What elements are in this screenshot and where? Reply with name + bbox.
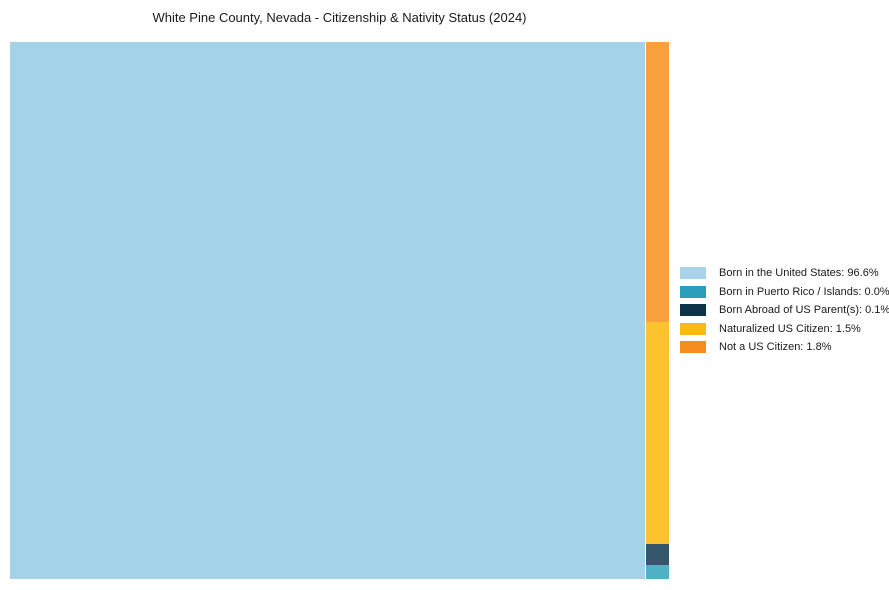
treemap-tile-born-in-us[interactable] [10, 42, 645, 579]
legend-item-naturalized[interactable]: Naturalized US Citizen: 1.5% [680, 322, 889, 335]
legend-item-born-abroad[interactable]: Born Abroad of US Parent(s): 0.1% [680, 304, 889, 316]
treemap-tile-born-abroad-of-us-parents[interactable] [646, 544, 669, 565]
treemap-plot-area [10, 42, 669, 579]
chart-legend: Born in the United States: 96.6% Born in… [680, 267, 889, 353]
treemap-tile-naturalized-us-citizen[interactable] [646, 322, 669, 544]
legend-item-born-in-us[interactable]: Born in the United States: 96.6% [680, 267, 889, 279]
treemap-tile-born-in-puerto-rico-islands[interactable] [646, 565, 669, 579]
legend-label-not-a-citizen: Not a US Citizen: 1.8% [719, 341, 832, 353]
legend-label-born-in-us: Born in the United States: 96.6% [719, 267, 879, 279]
legend-swatch-born-in-us [680, 267, 706, 279]
chart-title: White Pine County, Nevada - Citizenship … [152, 10, 527, 25]
legend-label-born-abroad: Born Abroad of US Parent(s): 0.1% [719, 304, 889, 316]
legend-label-naturalized: Naturalized US Citizen: 1.5% [719, 322, 861, 335]
legend-item-born-in-puerto-rico[interactable]: Born in Puerto Rico / Islands: 0.0% [680, 285, 889, 298]
legend-swatch-born-in-puerto-rico [680, 285, 706, 298]
treemap-tile-not-a-us-citizen[interactable] [646, 42, 669, 322]
legend-swatch-not-a-citizen [680, 341, 706, 353]
legend-item-not-a-citizen[interactable]: Not a US Citizen: 1.8% [680, 341, 889, 353]
legend-swatch-born-abroad [680, 304, 706, 316]
legend-label-born-in-puerto-rico: Born in Puerto Rico / Islands: 0.0% [719, 285, 889, 298]
legend-swatch-naturalized [680, 322, 706, 335]
